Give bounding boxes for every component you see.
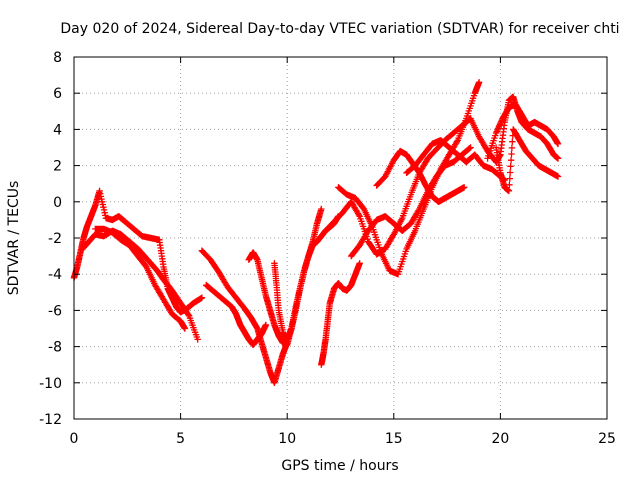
y-tick-label: 0 <box>53 195 62 211</box>
y-tick-label: -8 <box>48 340 62 356</box>
x-tick-label: 10 <box>278 431 296 447</box>
data-points <box>70 79 562 386</box>
y-tick-label: -10 <box>39 376 62 392</box>
series-track-9 <box>322 115 474 258</box>
data-point-markers <box>79 227 201 343</box>
data-point-markers <box>373 147 468 205</box>
data-point-markers <box>484 100 562 162</box>
data-point-markers <box>492 126 562 195</box>
series-track-4 <box>198 247 291 386</box>
y-tick-label: 8 <box>53 50 62 66</box>
data-point-markers <box>203 281 270 348</box>
series-track-2 <box>79 227 201 343</box>
data-point-markers <box>198 247 291 386</box>
data-point-markers <box>318 260 363 368</box>
data-point-markers <box>92 225 189 332</box>
y-axis-label: SDTVAR / TECUs <box>6 181 22 296</box>
data-point-markers <box>322 115 474 258</box>
chart-title: Day 020 of 2024, Sidereal Day-to-day VTE… <box>60 21 619 37</box>
y-tick-label: -12 <box>39 412 62 428</box>
series-track-8 <box>318 260 363 368</box>
series-track-3 <box>92 225 189 332</box>
series-track-12 <box>373 147 468 205</box>
series-track-16 <box>492 126 562 195</box>
y-tick-label: 4 <box>53 122 62 138</box>
x-tick-label: 0 <box>70 431 79 447</box>
ticks: 0 5 10 15 20 25 -12 -10 -8 -6 -4 -2 0 2 4 6 8 <box>39 50 616 447</box>
x-tick-label: 25 <box>598 431 616 447</box>
y-tick-label: 6 <box>53 86 62 102</box>
series-track-5 <box>203 281 270 348</box>
y-tick-label: -4 <box>48 267 62 283</box>
data-point-markers <box>348 144 474 260</box>
series-track-15 <box>484 100 562 162</box>
y-tick-label: -6 <box>48 303 62 319</box>
x-tick-label: 5 <box>176 431 185 447</box>
y-tick-label: -2 <box>48 231 62 247</box>
x-tick-label: 20 <box>491 431 509 447</box>
x-tick-label: 15 <box>385 431 403 447</box>
x-axis-label: GPS time / hours <box>281 458 398 474</box>
series-track-11 <box>348 144 474 260</box>
y-tick-label: 2 <box>53 159 62 175</box>
